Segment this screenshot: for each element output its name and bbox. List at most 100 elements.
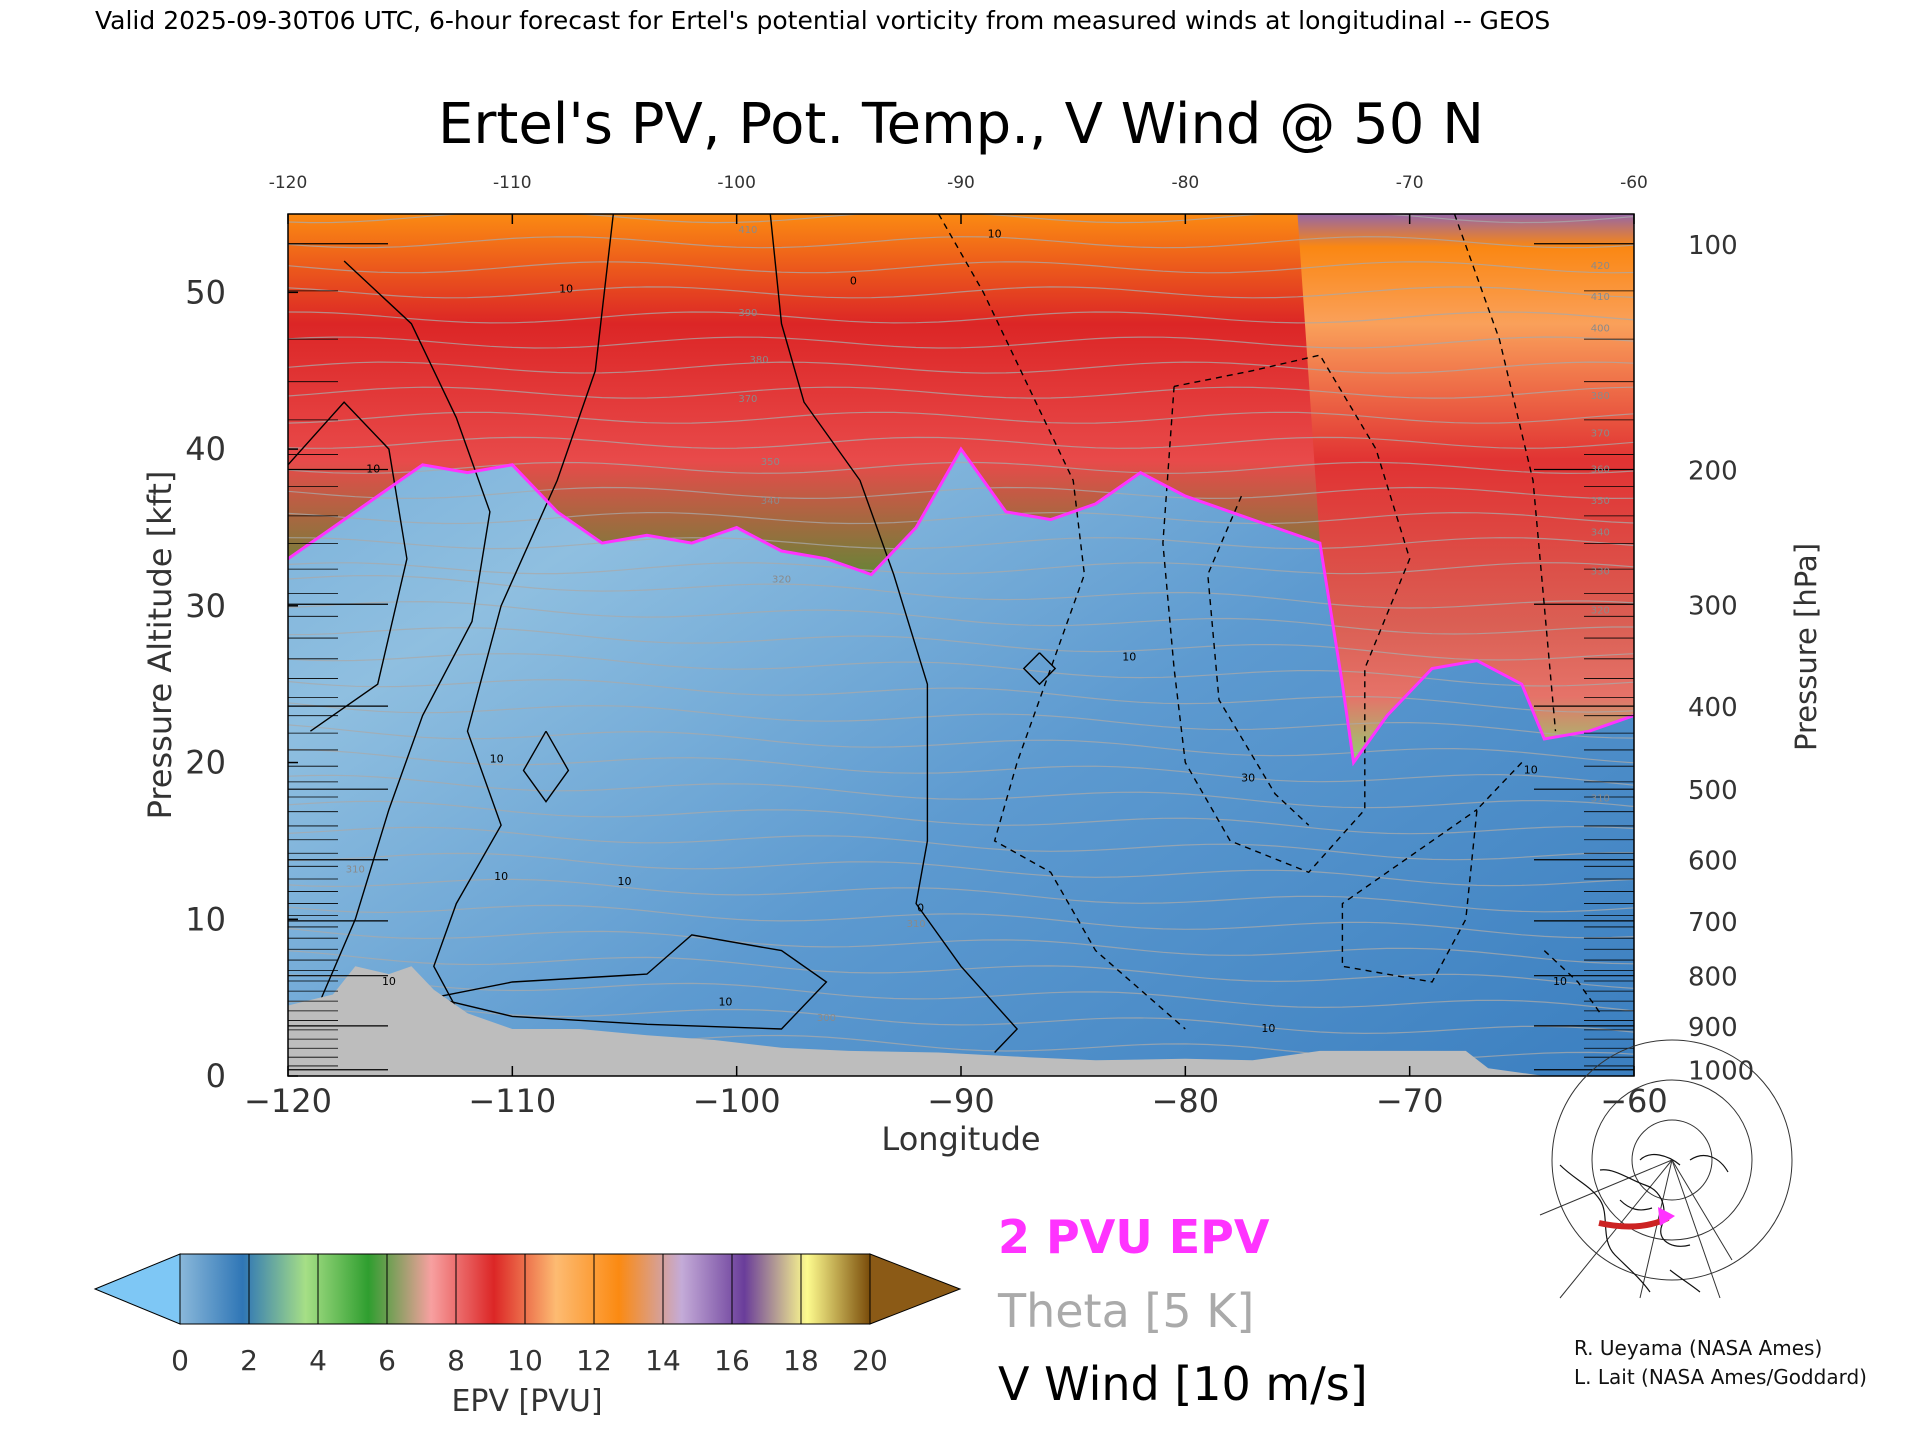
theta-contour: [288, 411, 1634, 424]
v-wind-contour-label: 10: [618, 875, 632, 888]
theta-contour: [288, 627, 1634, 661]
colorbar-tick-label: 6: [378, 1344, 396, 1377]
theta-contour: [288, 826, 1634, 861]
pressure-tick-label: 400: [1688, 693, 1738, 723]
theta-contour: [288, 702, 1634, 739]
stratosphere-field: [288, 214, 1634, 763]
stratosphere-field-east: [1297, 214, 1634, 763]
theta-contour: [288, 878, 1634, 913]
theta-contour-label: 350: [761, 457, 780, 468]
theta-contour-label: 330: [1591, 566, 1610, 577]
v-wind-contour-positive: [288, 401, 408, 732]
v-wind-contour-label: 10: [382, 975, 396, 988]
theta-contour: [288, 974, 1634, 1012]
theta-contour-label: 380: [1591, 391, 1610, 402]
plot-area: 10 10 0 10 10 30 10 10 10 0 10 10 10 10 10 410 390 380 370…: [287, 213, 1635, 1077]
v-wind-contour-label: 10: [494, 870, 508, 883]
theta-contour: [288, 311, 1634, 324]
credit-line-2: L. Lait (NASA Ames/Goddard): [1574, 1365, 1867, 1389]
theta-contour: [288, 679, 1634, 713]
colorbar-tick-label: 18: [783, 1344, 819, 1377]
theta-contour: [288, 950, 1634, 989]
theta-contour-label: 350: [1591, 496, 1610, 507]
theta-contour: [288, 904, 1634, 939]
v-wind-contour-positive: [433, 934, 828, 1030]
y-axis-right-label: Pressure [hPa]: [1789, 543, 1823, 751]
locator-map: [1536, 1039, 1793, 1299]
x-tick-label: −100: [693, 1082, 781, 1120]
x-tick-label: −60: [1600, 1082, 1668, 1120]
x-tick-label: −120: [244, 1082, 332, 1120]
theta-contour-label: 320: [772, 574, 791, 585]
y-tick-label: 20: [185, 744, 226, 782]
colorbar-tick-label: 14: [645, 1344, 681, 1377]
y-tick-label: 0: [206, 1057, 226, 1095]
colorbar-tick-label: 0: [171, 1344, 189, 1377]
x-tick-label: −70: [1376, 1082, 1444, 1120]
theta-contour-label: 360: [1591, 465, 1610, 476]
colorbar-tick-label: 20: [852, 1344, 888, 1377]
pressure-tick-label: 1000: [1688, 1057, 1754, 1087]
locator-marker: [1658, 1207, 1675, 1226]
v-wind-contour-label: 0: [917, 901, 924, 914]
pressure-tick-label: 800: [1688, 963, 1738, 993]
y-tick-label: 30: [185, 587, 226, 625]
pressure-tick-label: 100: [1688, 231, 1738, 261]
x-top-tick-label: -90: [947, 173, 975, 193]
theta-contour: [288, 511, 1634, 525]
pressure-tick-label: 200: [1688, 456, 1738, 486]
pressure-tick-label: 700: [1688, 908, 1738, 938]
theta-contour: [288, 927, 1634, 965]
x-top-tick-label: -70: [1396, 173, 1424, 193]
valid-time-header: Valid 2025-09-30T06 UTC, 6-hour forecast…: [95, 6, 1550, 35]
theta-contour: [288, 286, 1634, 299]
pressure-tick-label: 600: [1688, 847, 1738, 877]
theta-contour-label: 370: [738, 394, 757, 405]
x-top-tick-label: -120: [269, 173, 308, 193]
y-tick-label: 40: [185, 430, 226, 468]
v-wind-contour-label: 10: [490, 753, 504, 766]
theta-contour: [288, 436, 1634, 449]
colorbar-tick-label: 12: [576, 1344, 612, 1377]
x-tick-label: −110: [468, 1082, 556, 1120]
theta-contour: [288, 653, 1634, 687]
pressure-tick-marks: [288, 243, 1634, 1071]
theta-contour-label: 320: [1591, 606, 1610, 617]
theta-contour-label: 390: [738, 308, 757, 319]
theta-contour: [288, 261, 1634, 274]
theta-contours: [288, 214, 1634, 1061]
theta-contour: [288, 486, 1634, 500]
contour-labels: 10 10 0 10 10 30 10 10 10 0 10 10 10 10 10 410 390 380 370…: [346, 225, 1610, 1035]
theta-contour: [288, 336, 1634, 349]
v-wind-contour-positive: [522, 730, 570, 803]
theta-contour-label: 340: [1591, 527, 1610, 538]
v-wind-contour-label: 10: [1122, 651, 1136, 664]
y-tick-label: 10: [185, 900, 226, 938]
legend-v-wind: V Wind [10 m/s]: [998, 1357, 1368, 1411]
v-wind-contours: [288, 214, 1601, 1053]
legend-theta: Theta [5 K]: [997, 1284, 1254, 1338]
v-wind-contour-negative: [937, 214, 1186, 1030]
theta-contour: [288, 574, 1634, 609]
v-wind-contour-label: 10: [1553, 975, 1567, 988]
v-wind-contour-negative: [1453, 214, 1557, 732]
pressure-tick-label: 300: [1688, 591, 1738, 621]
x-axis-top: -120 -110 -100 -90 -80 -70 -60: [269, 173, 1648, 224]
pressure-tick-label: 900: [1688, 1013, 1738, 1043]
theta-contour: [288, 1000, 1634, 1035]
colorbar-tick-label: 10: [507, 1344, 543, 1377]
x-axis-label: Longitude: [881, 1120, 1040, 1158]
v-wind-contour-label: 0: [850, 275, 857, 288]
colorbar-over-arrow: [869, 1253, 962, 1325]
v-wind-contour-negative: [1207, 495, 1310, 826]
theta-contour: [288, 774, 1634, 809]
x-top-tick-label: -110: [493, 173, 532, 193]
v-wind-contour-label: 10: [988, 228, 1002, 241]
theta-contour: [288, 748, 1634, 786]
theta-contour-label: 410: [738, 225, 757, 236]
theta-contour: [288, 236, 1634, 249]
v-wind-contour-positive: [769, 214, 1019, 1053]
terrain-surface: [288, 966, 1634, 1076]
x-axis-bottom: −120 −110 −100 −90 −80 −70 −60: [244, 1066, 1668, 1120]
